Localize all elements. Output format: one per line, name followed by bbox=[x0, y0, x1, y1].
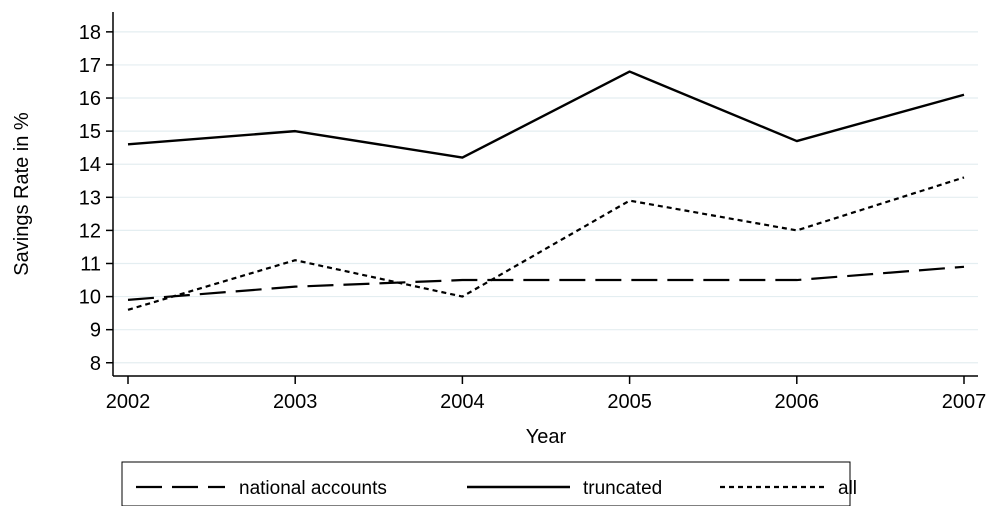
y-tick-label: 10 bbox=[79, 287, 101, 309]
y-ticks: 8 9 10 11 12 13 14 15 16 17 18 bbox=[79, 22, 113, 375]
x-tick-label: 2005 bbox=[607, 391, 652, 413]
y-tick-label: 11 bbox=[80, 253, 101, 275]
series-lines bbox=[127, 70, 965, 311]
y-tick-label: 18 bbox=[79, 22, 101, 44]
y-tick-label: 8 bbox=[90, 353, 101, 375]
y-tick-label: 12 bbox=[79, 220, 101, 242]
x-ticks: 2002 2003 2004 2005 2006 2007 bbox=[106, 376, 987, 413]
series-line-all bbox=[127, 176, 965, 311]
legend-box bbox=[121, 461, 851, 506]
axes bbox=[112, 12, 978, 377]
x-tick-label: 2006 bbox=[775, 391, 820, 413]
series-line-national-accounts bbox=[127, 265, 965, 301]
y-tick-label: 13 bbox=[79, 187, 101, 209]
legend: national accounts truncated all bbox=[121, 461, 857, 506]
y-tick-label: 9 bbox=[90, 320, 101, 342]
legend-label: truncated bbox=[583, 478, 662, 499]
x-tick-label: 2004 bbox=[440, 391, 485, 413]
x-tick-label: 2002 bbox=[106, 391, 151, 413]
y-tick-label: 17 bbox=[79, 55, 101, 77]
y-tick-label: 14 bbox=[79, 154, 101, 176]
legend-label: all bbox=[838, 478, 857, 499]
x-axis-title: Year bbox=[526, 426, 567, 448]
legend-label: national accounts bbox=[239, 478, 387, 499]
x-tick-label: 2003 bbox=[273, 391, 318, 413]
y-axis-title: Savings Rate in % bbox=[11, 112, 33, 276]
y-tick-label: 15 bbox=[79, 121, 101, 143]
gridlines bbox=[113, 31, 978, 364]
series-line-truncated bbox=[127, 70, 965, 159]
y-tick-label: 16 bbox=[79, 88, 101, 110]
x-tick-label: 2007 bbox=[942, 391, 987, 413]
